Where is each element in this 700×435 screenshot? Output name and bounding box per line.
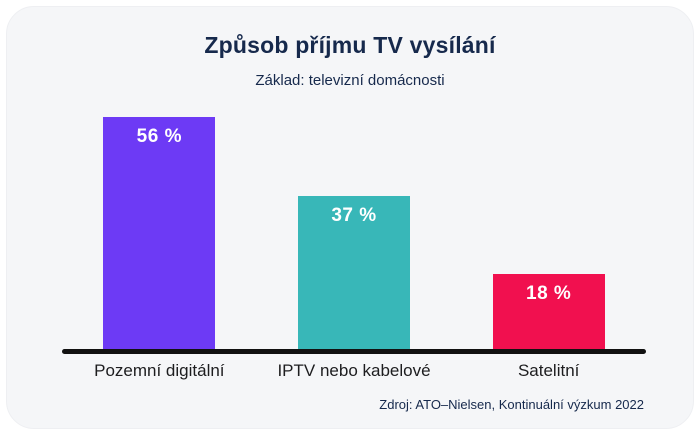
bar-2: 37 % — [298, 196, 410, 349]
bar-column-1: 56 % — [62, 117, 257, 349]
category-row: Pozemní digitální IPTV nebo kabelové Satel… — [62, 361, 646, 381]
bar-column-3: 18 % — [451, 274, 646, 349]
bar-value-label-1: 56 % — [136, 126, 182, 147]
bar-value-label-3: 18 % — [526, 283, 572, 304]
bar-column-2: 37 % — [257, 196, 452, 349]
bar-chart: 56 % 37 % 18 % Pozemní digitální IPTV nebo … — [62, 116, 646, 381]
category-label-2: IPTV nebo kabelové — [277, 361, 431, 380]
bar-3: 18 % — [492, 274, 605, 349]
category-label-3: Satelitní — [517, 361, 580, 380]
bar-value-label-2: 37 % — [331, 205, 377, 226]
chart-card: Způsob příjmu TV vysílání Základ: televi… — [6, 6, 694, 429]
source-note: Zdroj: ATO–Nielsen, Kontinuální výzkum 2… — [379, 397, 644, 412]
x-axis-line — [62, 349, 646, 354]
chart-subtitle: Základ: televizní domácnosti — [255, 72, 445, 89]
chart-title: Způsob příjmu TV vysílání — [204, 32, 496, 58]
category-label-1: Pozemní digitální — [94, 361, 225, 380]
bars-row: 56 % 37 % 18 % — [62, 116, 646, 349]
bar-1: 56 % — [103, 117, 216, 349]
